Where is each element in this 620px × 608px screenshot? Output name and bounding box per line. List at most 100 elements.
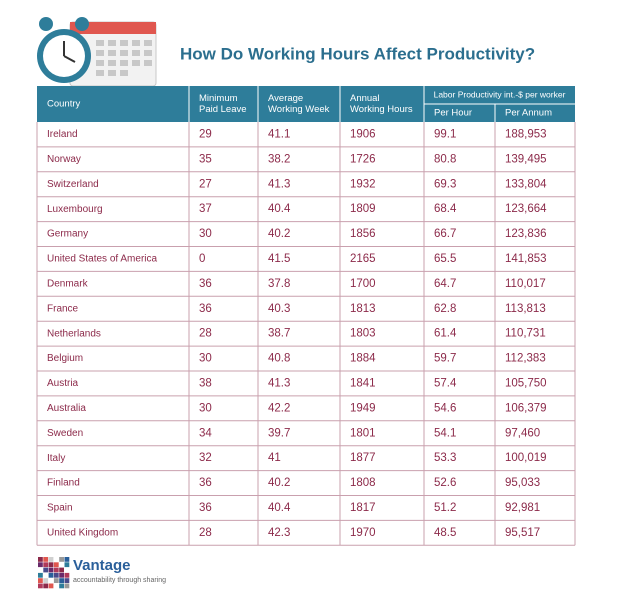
cell: 105,750 [505,377,547,389]
cell: 68.4 [434,203,457,215]
logo-tile [48,572,54,578]
cell: 41.1 [268,128,290,140]
cell: 80.8 [434,153,456,165]
column-header: Country [47,99,81,110]
cell: 41.3 [268,178,290,190]
cell: 1949 [350,402,376,414]
cell: 57.4 [434,377,457,389]
column-header: Paid Leave [199,104,247,115]
cell: Sweden [47,428,83,439]
cell: 28 [199,328,212,340]
column-header: Working Week [268,104,330,115]
cell: 110,731 [505,328,546,340]
logo-tile [59,567,64,573]
cell: 1906 [350,128,376,140]
cell: 1801 [350,427,376,439]
cell: 40.3 [268,303,290,315]
cell: 59.7 [434,353,456,365]
cell: 139,495 [505,153,547,165]
cell: 37 [199,203,212,215]
cell: 1841 [350,377,376,389]
cell: Ireland [47,129,78,140]
cell: 40.8 [268,353,290,365]
cell: 123,836 [505,228,547,240]
cell: 95,517 [505,527,540,539]
column-header: Per Annum [505,108,552,119]
cell: 1803 [350,328,376,340]
cell: Luxembourg [47,204,103,215]
cell: 42.3 [268,527,290,539]
cell: 40.4 [268,203,291,215]
cell: 51.2 [434,502,456,514]
clock-bell [39,17,53,31]
cell: Switzerland [47,179,99,190]
logo-tile [48,583,54,589]
cell: 112,383 [505,353,546,365]
cell: 1817 [350,502,376,514]
calendar-icon [37,17,157,87]
column-header: Minimum [199,93,238,104]
logo-tile [64,572,70,578]
cell: 30 [199,228,212,240]
logo-tile [48,557,54,562]
cell: 38.7 [268,328,290,340]
logo-tile [38,557,43,562]
cell: 141,853 [505,253,547,265]
cell: 61.4 [434,328,457,340]
cell: United States of America [47,254,157,265]
logo-tile [43,578,49,583]
clock-hand [63,55,76,63]
logo-tile [64,578,70,583]
cell: 110,017 [505,278,546,290]
cell: 36 [199,477,212,489]
cell: 54.6 [434,402,456,414]
logo-tile [59,583,64,589]
column-header: Average [268,93,303,104]
logo-tile [53,572,59,578]
cell: Norway [47,154,81,165]
cell: 1970 [350,527,376,539]
cell: 1813 [350,303,376,315]
logo-tile [64,562,70,568]
cell: 54.1 [434,427,456,439]
logo-tile [43,557,49,562]
cell: 95,033 [505,477,540,489]
title: How Do Working Hours Affect Productivity… [180,44,535,63]
cell: 53.3 [434,452,456,464]
cell: 52.6 [434,477,456,489]
cell: Spain [47,503,73,514]
cell: 42.2 [268,402,290,414]
cell: 0 [199,253,205,265]
cell: 38.2 [268,153,290,165]
clock-bell [75,17,89,31]
brand: Vantage [73,557,131,574]
cell: 30 [199,353,212,365]
logo-tile [38,578,43,583]
logo-tile [43,567,49,573]
cell: 1856 [350,228,376,240]
cell: 38 [199,377,212,389]
logo-tile [48,562,54,568]
cell: 64.7 [434,278,456,290]
cell: 37.8 [268,278,290,290]
logo-tile [53,562,59,568]
cell: 133,804 [505,178,547,190]
logo-tile [59,572,64,578]
cell: Italy [47,453,65,464]
cell: 62.8 [434,303,456,315]
cell: 1877 [350,452,376,464]
cell: 41.5 [268,253,290,265]
cell: 48.5 [434,527,456,539]
cell: 32 [199,452,212,464]
tagline: accountability through sharing [73,577,166,584]
cell: 1932 [350,178,376,190]
cell: 40.2 [268,477,290,489]
logo-tile [64,583,70,589]
cell: 69.3 [434,178,456,190]
column-header: Per Hour [434,108,472,119]
cell: 1809 [350,203,376,215]
logo-tile [48,567,54,573]
cell: 40.4 [268,502,291,514]
cell: 188,953 [505,128,547,140]
